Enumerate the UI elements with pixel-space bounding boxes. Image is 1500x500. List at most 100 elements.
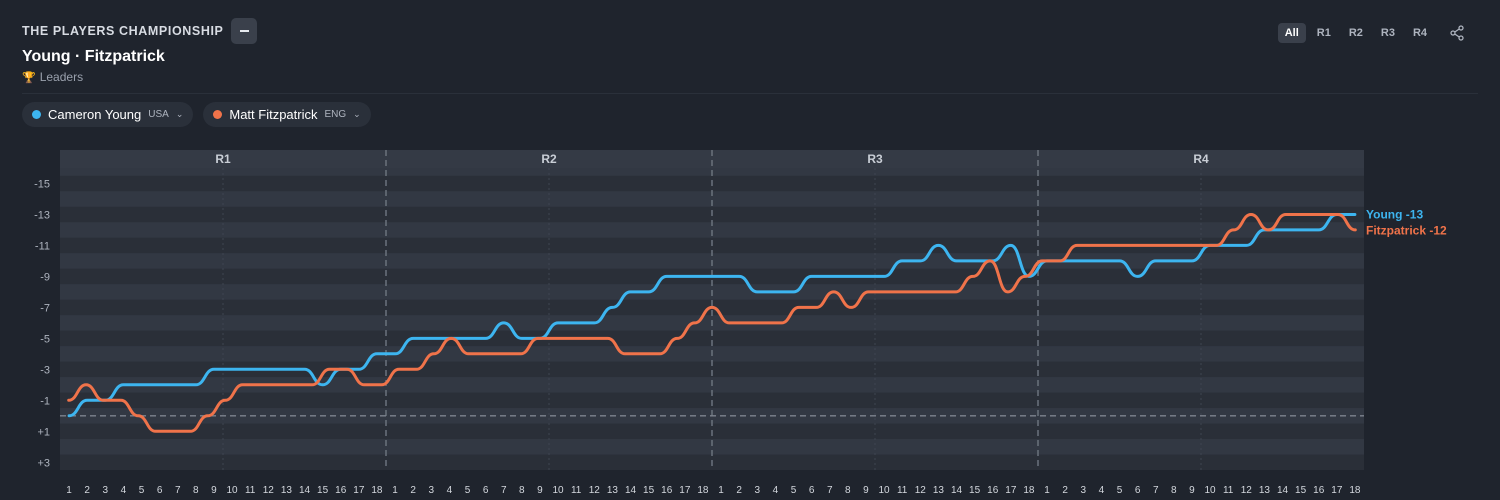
tab-r1[interactable]: R1 xyxy=(1316,27,1331,39)
y-tick-label: -7 xyxy=(40,302,50,314)
hole-label: 17 xyxy=(1005,485,1017,496)
round-label: R4 xyxy=(1193,152,1209,166)
share-icon[interactable] xyxy=(1446,22,1468,44)
hole-label: 9 xyxy=(1189,485,1195,496)
hole-label: 14 xyxy=(625,485,637,496)
hole-label: 2 xyxy=(84,485,90,496)
y-tick-label: -3 xyxy=(40,364,50,376)
hole-label: 12 xyxy=(263,485,275,496)
player-name: Matt Fitzpatrick xyxy=(229,107,318,122)
hole-label: 6 xyxy=(1135,485,1141,496)
hole-label: 3 xyxy=(1080,485,1086,496)
hole-label: 10 xyxy=(1204,485,1216,496)
y-tick-label: -9 xyxy=(40,271,50,283)
tab-r3[interactable]: R3 xyxy=(1380,27,1395,39)
hole-label: 13 xyxy=(281,485,293,496)
hole-label: 8 xyxy=(1171,485,1177,496)
y-tick-label: -11 xyxy=(35,240,50,252)
hole-label: 9 xyxy=(211,485,217,496)
hole-label: 11 xyxy=(1223,485,1234,496)
minus-icon xyxy=(239,30,249,32)
hole-label: 9 xyxy=(537,485,543,496)
fitzpatrick-color-dot xyxy=(213,110,223,119)
hole-label: 9 xyxy=(863,485,869,496)
hole-label: 14 xyxy=(299,485,311,496)
player-country: USA xyxy=(148,109,169,120)
hole-label: 6 xyxy=(483,485,489,496)
hole-label: 1 xyxy=(1044,485,1050,496)
subtitle-text: Leaders xyxy=(39,70,84,84)
hole-label: 8 xyxy=(519,485,525,496)
young-color-dot xyxy=(32,110,41,119)
hole-label: 18 xyxy=(371,485,383,496)
player-name: Cameron Young xyxy=(48,107,142,122)
y-tick-label: -13 xyxy=(34,209,50,221)
series-end-label: Young -13 xyxy=(1366,207,1423,221)
hole-label: 11 xyxy=(245,485,256,496)
hole-label: 5 xyxy=(791,485,797,496)
hole-label: 13 xyxy=(1259,485,1271,496)
hole-label: 11 xyxy=(897,485,908,496)
hole-label: 12 xyxy=(915,485,927,496)
hole-label: 14 xyxy=(1277,485,1289,496)
collapse-button[interactable] xyxy=(231,18,258,44)
hole-label: 8 xyxy=(193,485,199,496)
series-line-young xyxy=(67,213,1357,418)
hole-label: 15 xyxy=(643,485,655,496)
tab-r4[interactable]: R4 xyxy=(1412,27,1427,39)
event-title: THE PLAYERS CHAMPIONSHIP xyxy=(22,24,224,38)
hole-label: 15 xyxy=(969,485,981,496)
hole-label: 2 xyxy=(736,485,742,496)
hole-label: 4 xyxy=(773,485,779,496)
hole-label: 14 xyxy=(951,485,963,496)
y-tick-label: -15 xyxy=(34,178,50,190)
round-label: R3 xyxy=(867,152,883,166)
y-tick-label: -1 xyxy=(40,395,50,407)
hole-label: 5 xyxy=(465,485,471,496)
round-label: R2 xyxy=(541,152,557,166)
series-end-label: Fitzpatrick -12 xyxy=(1366,223,1447,237)
hole-label: 1 xyxy=(392,485,398,496)
hole-label: 10 xyxy=(552,485,564,496)
hole-label: 13 xyxy=(933,485,945,496)
hole-label: 11 xyxy=(571,485,582,496)
hole-label: 7 xyxy=(175,485,181,496)
hole-label: 16 xyxy=(661,485,673,496)
chevron-down-icon: ⌄ xyxy=(353,109,361,119)
hole-label: 4 xyxy=(1099,485,1105,496)
tab-r2[interactable]: R2 xyxy=(1348,27,1363,39)
player-chip-young[interactable]: Cameron Young USA ⌄ xyxy=(22,102,194,127)
hole-label: 4 xyxy=(121,485,127,496)
hole-label: 16 xyxy=(987,485,999,496)
hole-label: 2 xyxy=(1062,485,1068,496)
hole-label: 10 xyxy=(226,485,238,496)
header-divider xyxy=(22,93,1478,94)
trophy-icon: 🏆 xyxy=(22,71,36,84)
hole-label: 6 xyxy=(157,485,163,496)
hole-label: 3 xyxy=(428,485,434,496)
matchup-title: Young · Fitzpatrick xyxy=(22,48,165,65)
hole-label: 18 xyxy=(697,485,709,496)
hole-label: 4 xyxy=(447,485,453,496)
hole-label: 2 xyxy=(410,485,416,496)
hole-label: 16 xyxy=(335,485,347,496)
hole-label: 17 xyxy=(353,485,365,496)
y-tick-label: -5 xyxy=(40,333,50,345)
hole-label: 12 xyxy=(1241,485,1253,496)
player-chip-fitzpatrick[interactable]: Matt Fitzpatrick ENG ⌄ xyxy=(203,102,371,127)
hole-label: 12 xyxy=(589,485,601,496)
hole-label: 17 xyxy=(1331,485,1343,496)
player-country: ENG xyxy=(324,109,347,120)
hole-label: 8 xyxy=(845,485,851,496)
hole-label: 6 xyxy=(809,485,815,496)
hole-label: 18 xyxy=(1023,485,1035,496)
hole-label: 7 xyxy=(1153,485,1159,496)
hole-label: 7 xyxy=(827,485,833,496)
chart-header: THE PLAYERS CHAMPIONSHIP Young · Fitzpat… xyxy=(22,18,258,84)
hole-label: 5 xyxy=(1117,485,1123,496)
hole-label: 16 xyxy=(1313,485,1325,496)
hole-label: 1 xyxy=(66,485,72,496)
hole-label: 18 xyxy=(1349,485,1361,496)
tab-all[interactable]: All xyxy=(1277,23,1306,43)
chevron-down-icon: ⌄ xyxy=(175,109,184,119)
